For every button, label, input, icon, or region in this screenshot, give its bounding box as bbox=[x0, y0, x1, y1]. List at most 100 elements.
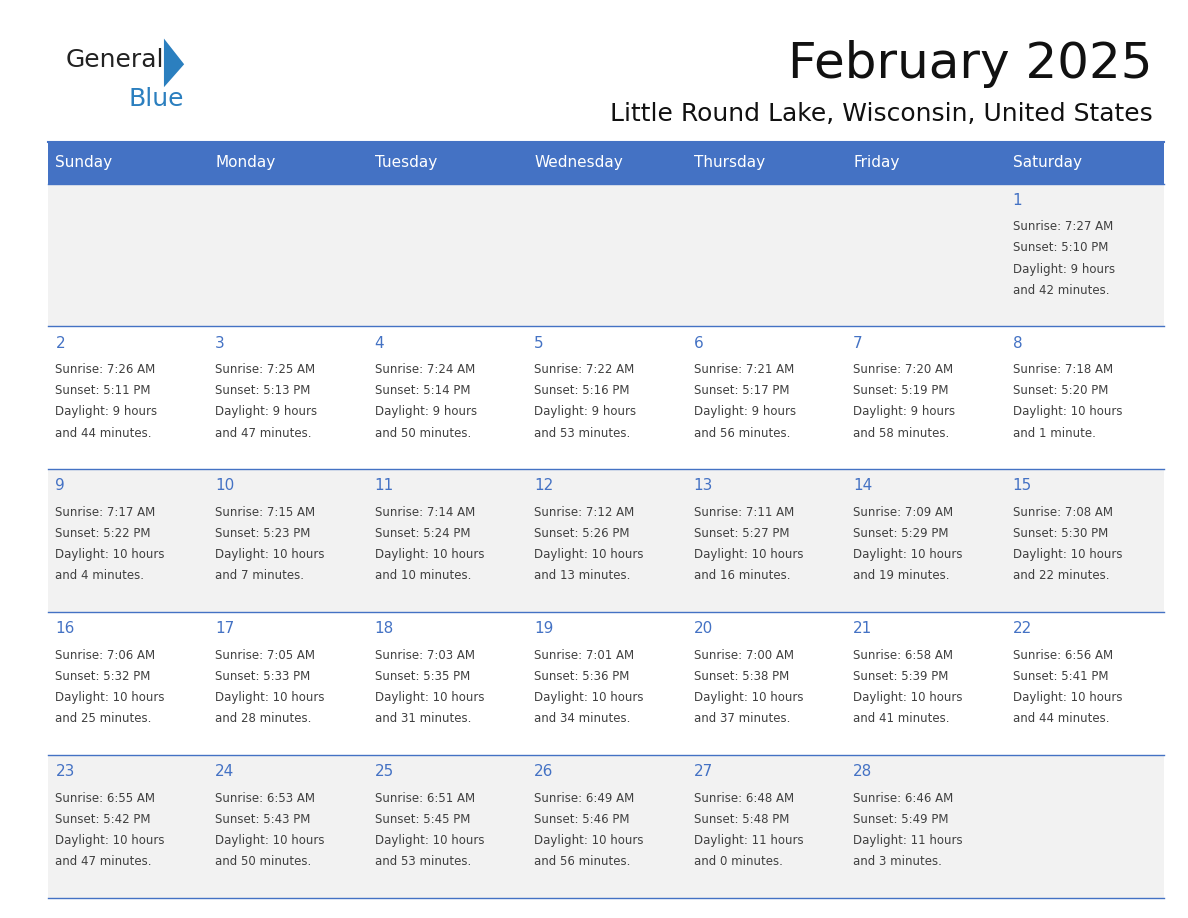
Text: and 1 minute.: and 1 minute. bbox=[1012, 427, 1095, 440]
Text: Daylight: 10 hours: Daylight: 10 hours bbox=[56, 548, 165, 561]
Text: Sunrise: 7:14 AM: Sunrise: 7:14 AM bbox=[374, 506, 475, 519]
Text: Daylight: 9 hours: Daylight: 9 hours bbox=[694, 406, 796, 419]
Text: and 53 minutes.: and 53 minutes. bbox=[374, 855, 470, 868]
Text: Daylight: 9 hours: Daylight: 9 hours bbox=[215, 406, 317, 419]
Text: Sunset: 5:35 PM: Sunset: 5:35 PM bbox=[374, 670, 469, 683]
Text: 3: 3 bbox=[215, 336, 225, 351]
Bar bbox=[526, 142, 685, 184]
Text: Sunset: 5:41 PM: Sunset: 5:41 PM bbox=[1012, 670, 1108, 683]
Text: 12: 12 bbox=[535, 478, 554, 494]
Text: 17: 17 bbox=[215, 621, 234, 636]
Text: and 0 minutes.: and 0 minutes. bbox=[694, 855, 783, 868]
Text: and 50 minutes.: and 50 minutes. bbox=[374, 427, 470, 440]
Text: Daylight: 11 hours: Daylight: 11 hours bbox=[853, 834, 962, 847]
Text: and 3 minutes.: and 3 minutes. bbox=[853, 855, 942, 868]
Text: Sunrise: 7:24 AM: Sunrise: 7:24 AM bbox=[374, 364, 475, 376]
Text: Sunset: 5:10 PM: Sunset: 5:10 PM bbox=[1012, 241, 1108, 254]
Text: 1: 1 bbox=[1012, 193, 1023, 207]
Text: Sunset: 5:13 PM: Sunset: 5:13 PM bbox=[215, 385, 310, 397]
Text: and 34 minutes.: and 34 minutes. bbox=[535, 712, 631, 725]
Text: Sunset: 5:32 PM: Sunset: 5:32 PM bbox=[56, 670, 151, 683]
Text: and 37 minutes.: and 37 minutes. bbox=[694, 712, 790, 725]
Text: 23: 23 bbox=[56, 764, 75, 779]
Text: Blue: Blue bbox=[128, 87, 184, 111]
Text: General: General bbox=[65, 48, 164, 72]
Text: 28: 28 bbox=[853, 764, 872, 779]
Text: 20: 20 bbox=[694, 621, 713, 636]
Text: Sunset: 5:22 PM: Sunset: 5:22 PM bbox=[56, 527, 151, 540]
Text: and 44 minutes.: and 44 minutes. bbox=[56, 427, 152, 440]
Text: Tuesday: Tuesday bbox=[374, 155, 437, 171]
Text: Wednesday: Wednesday bbox=[535, 155, 623, 171]
Text: and 41 minutes.: and 41 minutes. bbox=[853, 712, 949, 725]
Text: Sunset: 5:30 PM: Sunset: 5:30 PM bbox=[1012, 527, 1108, 540]
Text: Sunset: 5:33 PM: Sunset: 5:33 PM bbox=[215, 670, 310, 683]
Text: and 53 minutes.: and 53 minutes. bbox=[535, 427, 631, 440]
Text: Sunrise: 7:15 AM: Sunrise: 7:15 AM bbox=[215, 506, 315, 519]
Text: and 4 minutes.: and 4 minutes. bbox=[56, 569, 145, 582]
Text: 19: 19 bbox=[535, 621, 554, 636]
Text: Sunset: 5:38 PM: Sunset: 5:38 PM bbox=[694, 670, 789, 683]
Text: Monday: Monday bbox=[215, 155, 276, 171]
Text: Sunrise: 7:00 AM: Sunrise: 7:00 AM bbox=[694, 649, 794, 662]
Bar bbox=[48, 612, 1164, 755]
Text: 14: 14 bbox=[853, 478, 872, 494]
Text: and 50 minutes.: and 50 minutes. bbox=[215, 855, 311, 868]
Bar bbox=[48, 184, 1164, 327]
Text: Daylight: 11 hours: Daylight: 11 hours bbox=[694, 834, 803, 847]
Text: Sunrise: 7:06 AM: Sunrise: 7:06 AM bbox=[56, 649, 156, 662]
Text: Sunrise: 7:20 AM: Sunrise: 7:20 AM bbox=[853, 364, 953, 376]
Text: Sunset: 5:26 PM: Sunset: 5:26 PM bbox=[535, 527, 630, 540]
Text: Daylight: 10 hours: Daylight: 10 hours bbox=[1012, 548, 1123, 561]
Text: 10: 10 bbox=[215, 478, 234, 494]
Text: Sunrise: 7:21 AM: Sunrise: 7:21 AM bbox=[694, 364, 794, 376]
Bar bbox=[207, 142, 367, 184]
Text: Sunset: 5:36 PM: Sunset: 5:36 PM bbox=[535, 670, 630, 683]
Text: Sunday: Sunday bbox=[56, 155, 113, 171]
Text: and 56 minutes.: and 56 minutes. bbox=[694, 427, 790, 440]
Text: 7: 7 bbox=[853, 336, 862, 351]
Bar bbox=[367, 142, 526, 184]
Text: Daylight: 10 hours: Daylight: 10 hours bbox=[374, 691, 484, 704]
Text: Sunrise: 7:18 AM: Sunrise: 7:18 AM bbox=[1012, 364, 1113, 376]
Text: Daylight: 10 hours: Daylight: 10 hours bbox=[694, 691, 803, 704]
Text: Sunrise: 6:58 AM: Sunrise: 6:58 AM bbox=[853, 649, 953, 662]
Text: Daylight: 9 hours: Daylight: 9 hours bbox=[56, 406, 158, 419]
Text: and 58 minutes.: and 58 minutes. bbox=[853, 427, 949, 440]
Polygon shape bbox=[164, 39, 184, 87]
Text: Daylight: 10 hours: Daylight: 10 hours bbox=[853, 691, 962, 704]
Text: 13: 13 bbox=[694, 478, 713, 494]
Text: Sunrise: 7:27 AM: Sunrise: 7:27 AM bbox=[1012, 220, 1113, 233]
Text: 2: 2 bbox=[56, 336, 65, 351]
Text: 4: 4 bbox=[374, 336, 384, 351]
Text: and 42 minutes.: and 42 minutes. bbox=[1012, 284, 1110, 297]
Text: Sunset: 5:24 PM: Sunset: 5:24 PM bbox=[374, 527, 470, 540]
Bar bbox=[48, 469, 1164, 612]
Text: and 19 minutes.: and 19 minutes. bbox=[853, 569, 949, 582]
Text: Sunset: 5:11 PM: Sunset: 5:11 PM bbox=[56, 385, 151, 397]
Text: and 22 minutes.: and 22 minutes. bbox=[1012, 569, 1110, 582]
Text: and 56 minutes.: and 56 minutes. bbox=[535, 855, 631, 868]
Text: and 44 minutes.: and 44 minutes. bbox=[1012, 712, 1110, 725]
Text: Daylight: 10 hours: Daylight: 10 hours bbox=[1012, 691, 1123, 704]
Text: Daylight: 10 hours: Daylight: 10 hours bbox=[374, 548, 484, 561]
Text: and 25 minutes.: and 25 minutes. bbox=[56, 712, 152, 725]
Text: 18: 18 bbox=[374, 621, 393, 636]
Text: Saturday: Saturday bbox=[1012, 155, 1082, 171]
Bar bbox=[48, 327, 1164, 469]
Text: Sunrise: 7:05 AM: Sunrise: 7:05 AM bbox=[215, 649, 315, 662]
Text: Daylight: 9 hours: Daylight: 9 hours bbox=[374, 406, 476, 419]
Text: 22: 22 bbox=[1012, 621, 1032, 636]
Text: 16: 16 bbox=[56, 621, 75, 636]
Bar bbox=[48, 142, 207, 184]
Text: Sunrise: 7:03 AM: Sunrise: 7:03 AM bbox=[374, 649, 474, 662]
Text: Daylight: 10 hours: Daylight: 10 hours bbox=[56, 691, 165, 704]
Text: Sunset: 5:29 PM: Sunset: 5:29 PM bbox=[853, 527, 949, 540]
Text: and 7 minutes.: and 7 minutes. bbox=[215, 569, 304, 582]
Text: Sunrise: 7:09 AM: Sunrise: 7:09 AM bbox=[853, 506, 953, 519]
Text: Sunset: 5:46 PM: Sunset: 5:46 PM bbox=[535, 812, 630, 826]
Text: Sunset: 5:16 PM: Sunset: 5:16 PM bbox=[535, 385, 630, 397]
Text: 9: 9 bbox=[56, 478, 65, 494]
Text: and 47 minutes.: and 47 minutes. bbox=[56, 855, 152, 868]
Text: Sunset: 5:45 PM: Sunset: 5:45 PM bbox=[374, 812, 470, 826]
